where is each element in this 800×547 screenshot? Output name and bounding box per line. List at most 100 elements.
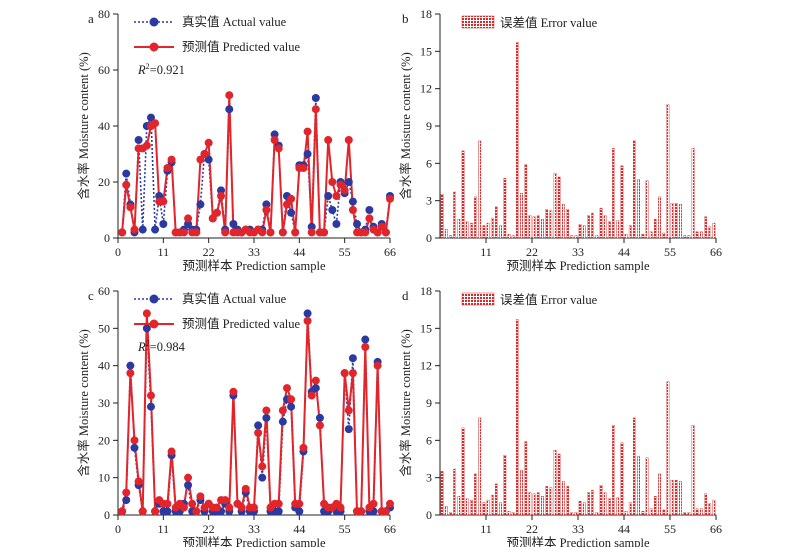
chart-panel-b: b 0 3 6 9 12 15 18 11 22 33 44 55 66 预测样本 Prediction s… bbox=[398, 7, 722, 273]
point-predicted bbox=[163, 499, 172, 508]
error-bar bbox=[691, 425, 695, 516]
point-predicted bbox=[320, 228, 329, 237]
error-bar bbox=[700, 231, 703, 239]
error-bar bbox=[511, 512, 515, 516]
y-tick-label: 40 bbox=[98, 359, 110, 373]
point-actual bbox=[311, 384, 320, 393]
point-predicted bbox=[229, 387, 238, 396]
error-bar bbox=[524, 164, 528, 239]
point-predicted bbox=[208, 214, 217, 223]
panel-label: a bbox=[88, 11, 94, 26]
point-predicted bbox=[262, 206, 271, 214]
point-predicted bbox=[274, 144, 283, 153]
error-bar bbox=[516, 42, 519, 239]
x-tick-label: 33 bbox=[248, 522, 260, 536]
error-bar bbox=[503, 178, 507, 239]
error-bar bbox=[637, 456, 640, 516]
error-bar bbox=[553, 173, 557, 239]
point-actual bbox=[344, 178, 353, 186]
point-actual bbox=[146, 113, 155, 122]
error-bar bbox=[628, 225, 632, 239]
point-predicted bbox=[122, 180, 131, 189]
error-bar bbox=[449, 235, 452, 239]
error-bar bbox=[461, 427, 465, 516]
error-bar bbox=[486, 499, 490, 516]
point-actual bbox=[287, 402, 296, 411]
x-tick-label: 55 bbox=[664, 245, 676, 259]
y-tick-label: 6 bbox=[426, 433, 432, 447]
y-axis-label: 含水率 Moisture content (%) bbox=[76, 52, 91, 200]
point-actual bbox=[353, 220, 362, 228]
r-superscript: 2 bbox=[146, 62, 150, 71]
y-tick-label: 3 bbox=[426, 194, 432, 208]
point-actual bbox=[134, 136, 143, 144]
point-predicted bbox=[357, 507, 366, 516]
error-bar bbox=[674, 480, 678, 516]
x-tick-label: 33 bbox=[572, 245, 584, 259]
y-tick-label: 60 bbox=[98, 63, 110, 77]
error-bar bbox=[683, 512, 686, 516]
error-bar bbox=[633, 140, 636, 239]
legend-swatch-error bbox=[461, 15, 495, 29]
error-bar bbox=[562, 481, 565, 516]
point-predicted bbox=[196, 492, 205, 501]
point-predicted bbox=[369, 499, 378, 508]
x-tick-label: 11 bbox=[158, 245, 170, 259]
y-tick-label: 10 bbox=[98, 471, 110, 485]
error-bar bbox=[528, 492, 532, 516]
y-tick-label: 0 bbox=[426, 231, 432, 245]
point-predicted bbox=[303, 316, 312, 325]
error-bar bbox=[658, 473, 661, 516]
error-bar bbox=[612, 425, 615, 516]
y-tick-label: 6 bbox=[426, 156, 432, 170]
error-bar bbox=[520, 470, 523, 516]
point-actual bbox=[262, 200, 271, 209]
r-squared-annotation: R2=0.984 bbox=[137, 339, 186, 354]
x-tick-label: 66 bbox=[710, 245, 722, 259]
x-tick-label: 44 bbox=[293, 522, 305, 536]
point-predicted bbox=[270, 136, 279, 144]
x-tick-label: 55 bbox=[339, 245, 351, 259]
legend-label-actual: 真实值 Actual value bbox=[182, 14, 287, 29]
point-predicted bbox=[307, 228, 316, 237]
error-bar bbox=[712, 222, 716, 239]
error-bar bbox=[578, 224, 582, 239]
error-bar bbox=[624, 511, 628, 516]
point-predicted bbox=[336, 180, 345, 189]
point-actual bbox=[130, 443, 139, 452]
point-actual bbox=[270, 130, 279, 139]
x-tick-label: 66 bbox=[384, 245, 396, 259]
legend: 真实值 Actual value 预测值 Predicted value bbox=[134, 291, 300, 331]
point-predicted bbox=[381, 507, 390, 516]
point-actual bbox=[344, 425, 353, 434]
error-bar bbox=[536, 492, 540, 516]
point-actual bbox=[365, 206, 374, 214]
point-predicted bbox=[373, 361, 382, 370]
error-bar bbox=[708, 226, 712, 239]
point-predicted bbox=[192, 507, 201, 516]
error-bar bbox=[662, 509, 666, 516]
point-predicted bbox=[340, 186, 349, 195]
point-actual bbox=[126, 361, 135, 370]
error-bar bbox=[612, 148, 615, 239]
error-bar bbox=[587, 492, 590, 516]
point-predicted bbox=[237, 503, 246, 512]
point-predicted bbox=[344, 136, 353, 144]
point-actual bbox=[122, 169, 131, 178]
y-tick-label: 80 bbox=[98, 7, 110, 21]
point-predicted bbox=[142, 141, 151, 150]
x-axis-label: 预测样本 Prediction sample bbox=[506, 535, 649, 547]
error-bar bbox=[587, 215, 590, 239]
error-bar bbox=[465, 498, 469, 516]
x-tick-label: 11 bbox=[158, 522, 170, 536]
x-tick-label: 44 bbox=[618, 522, 630, 536]
chart-panel-c: c 0 10 20 30 40 50 60 0 11 22 33 44 55 66 预测样本 Predicti… bbox=[76, 284, 396, 547]
point-actual bbox=[295, 507, 304, 516]
error-bar bbox=[574, 512, 578, 516]
error-bar bbox=[570, 512, 574, 516]
point-predicted bbox=[266, 228, 275, 237]
point-predicted bbox=[287, 395, 296, 404]
point-actual bbox=[196, 200, 205, 209]
y-tick-label: 3 bbox=[426, 471, 432, 485]
error-bar bbox=[503, 455, 507, 516]
